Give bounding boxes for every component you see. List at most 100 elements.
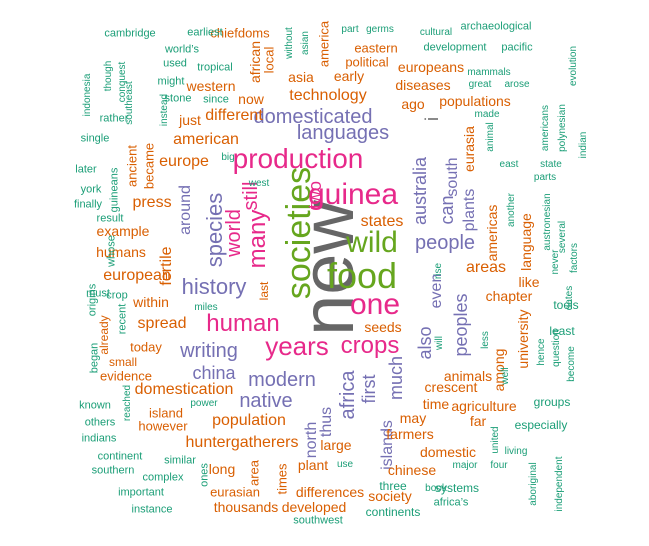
word-65: just [179, 112, 201, 128]
word-156: reached [122, 384, 133, 422]
word-167: cultural [419, 27, 453, 38]
word-96: however [138, 418, 188, 434]
word-14: history [181, 274, 247, 299]
word-24: much [386, 355, 406, 401]
word-52: crescent [424, 379, 478, 395]
word-111: groups [533, 395, 571, 409]
word-38: population [212, 412, 286, 429]
word-140: similar [164, 454, 196, 467]
word-50: areas [465, 259, 507, 276]
word-19: modern [248, 369, 316, 391]
word-81: western [186, 78, 236, 94]
word-159: indonesia [82, 73, 93, 117]
word-90: local [261, 46, 277, 74]
word-191: less [480, 331, 491, 349]
word-117: might [157, 75, 185, 88]
word-192: well [500, 367, 511, 385]
word-130: recent [116, 303, 129, 335]
word-195: become [566, 346, 577, 382]
word-76: long [208, 461, 236, 477]
word-144: book [425, 483, 447, 494]
word-16: domesticated [253, 106, 373, 128]
word-106: continents [365, 505, 421, 519]
word-61: eurasia [461, 126, 477, 172]
word-108: especially [514, 418, 568, 432]
word-4: wild [346, 226, 398, 259]
word-175: made [474, 109, 500, 120]
word-93: ancient [124, 145, 140, 187]
word-170: pacific [501, 41, 533, 54]
word-70: may [399, 410, 427, 426]
word-183: another [506, 193, 517, 227]
word-74: developed [281, 499, 347, 515]
word-188: dates [564, 285, 575, 311]
word-119: since [203, 93, 229, 106]
word-1: food [326, 255, 398, 296]
word-78: populations [439, 93, 511, 109]
word-64: now [238, 91, 264, 107]
word-169: development [423, 41, 487, 54]
word-100: area [246, 459, 262, 487]
word-17: people [414, 232, 476, 254]
word-185: several [557, 220, 568, 254]
word-114: world’s [164, 43, 200, 56]
word-79: diseases [395, 77, 451, 93]
word-112: cambridge [104, 27, 156, 40]
word-131: began [88, 342, 101, 374]
word-57: chapter [485, 288, 533, 304]
word-125: result [96, 212, 124, 225]
word-155: independent [554, 456, 565, 512]
word-86: seeds [364, 319, 402, 335]
word-87: eastern [354, 40, 398, 56]
word-162: southeast [124, 81, 135, 125]
word-120: rather [99, 112, 129, 125]
word-30: plants [461, 188, 478, 232]
word-184: austronesian [542, 193, 553, 251]
word-194: question [551, 329, 562, 367]
word-3: guinea [307, 178, 399, 211]
word-154: aboriginal [528, 462, 539, 506]
word-85: society [368, 488, 412, 504]
word-139: complex [142, 471, 184, 484]
word-118: stone [164, 92, 192, 105]
word-8: crops [340, 332, 400, 359]
word-132: known [79, 399, 111, 412]
word-122: later [75, 163, 97, 176]
word-7: years [265, 331, 329, 361]
word-58: language [518, 213, 534, 271]
word-75: thousands [213, 499, 279, 515]
word-152: four [490, 460, 508, 471]
word-62: asia [288, 69, 314, 85]
word-51: animals [443, 368, 493, 384]
word-110: least [549, 324, 575, 338]
word-128: must [86, 287, 110, 300]
word-115: used [163, 57, 187, 70]
word-15: languages [296, 122, 390, 144]
word-158: instead [159, 93, 170, 127]
word-137: important [118, 486, 164, 499]
word-168: archaeological [460, 20, 532, 33]
word-193: hence [536, 338, 547, 366]
word-33: thus [318, 406, 335, 438]
word-31: around [177, 185, 194, 235]
word-189: rise [433, 262, 444, 280]
word-149: use [336, 459, 354, 470]
word-180: parts [533, 172, 557, 183]
word-163: without [284, 27, 295, 59]
word-66: example [96, 223, 150, 239]
word-22: china [192, 363, 236, 383]
word-9: human [206, 310, 280, 337]
word-41: american [173, 131, 239, 148]
word-25: also [415, 326, 435, 360]
word-138: instance [131, 503, 173, 516]
word-48: fertile [158, 246, 175, 286]
word-113: earliest [187, 26, 223, 39]
word-104: small [108, 355, 138, 369]
word-27: peoples [451, 293, 471, 357]
word-126: whose [105, 235, 118, 267]
word-182: animal [485, 122, 496, 152]
word-13: species [202, 192, 227, 268]
word-134: indians [81, 432, 117, 445]
word-91: america [316, 20, 332, 68]
word-29: can [437, 195, 457, 225]
